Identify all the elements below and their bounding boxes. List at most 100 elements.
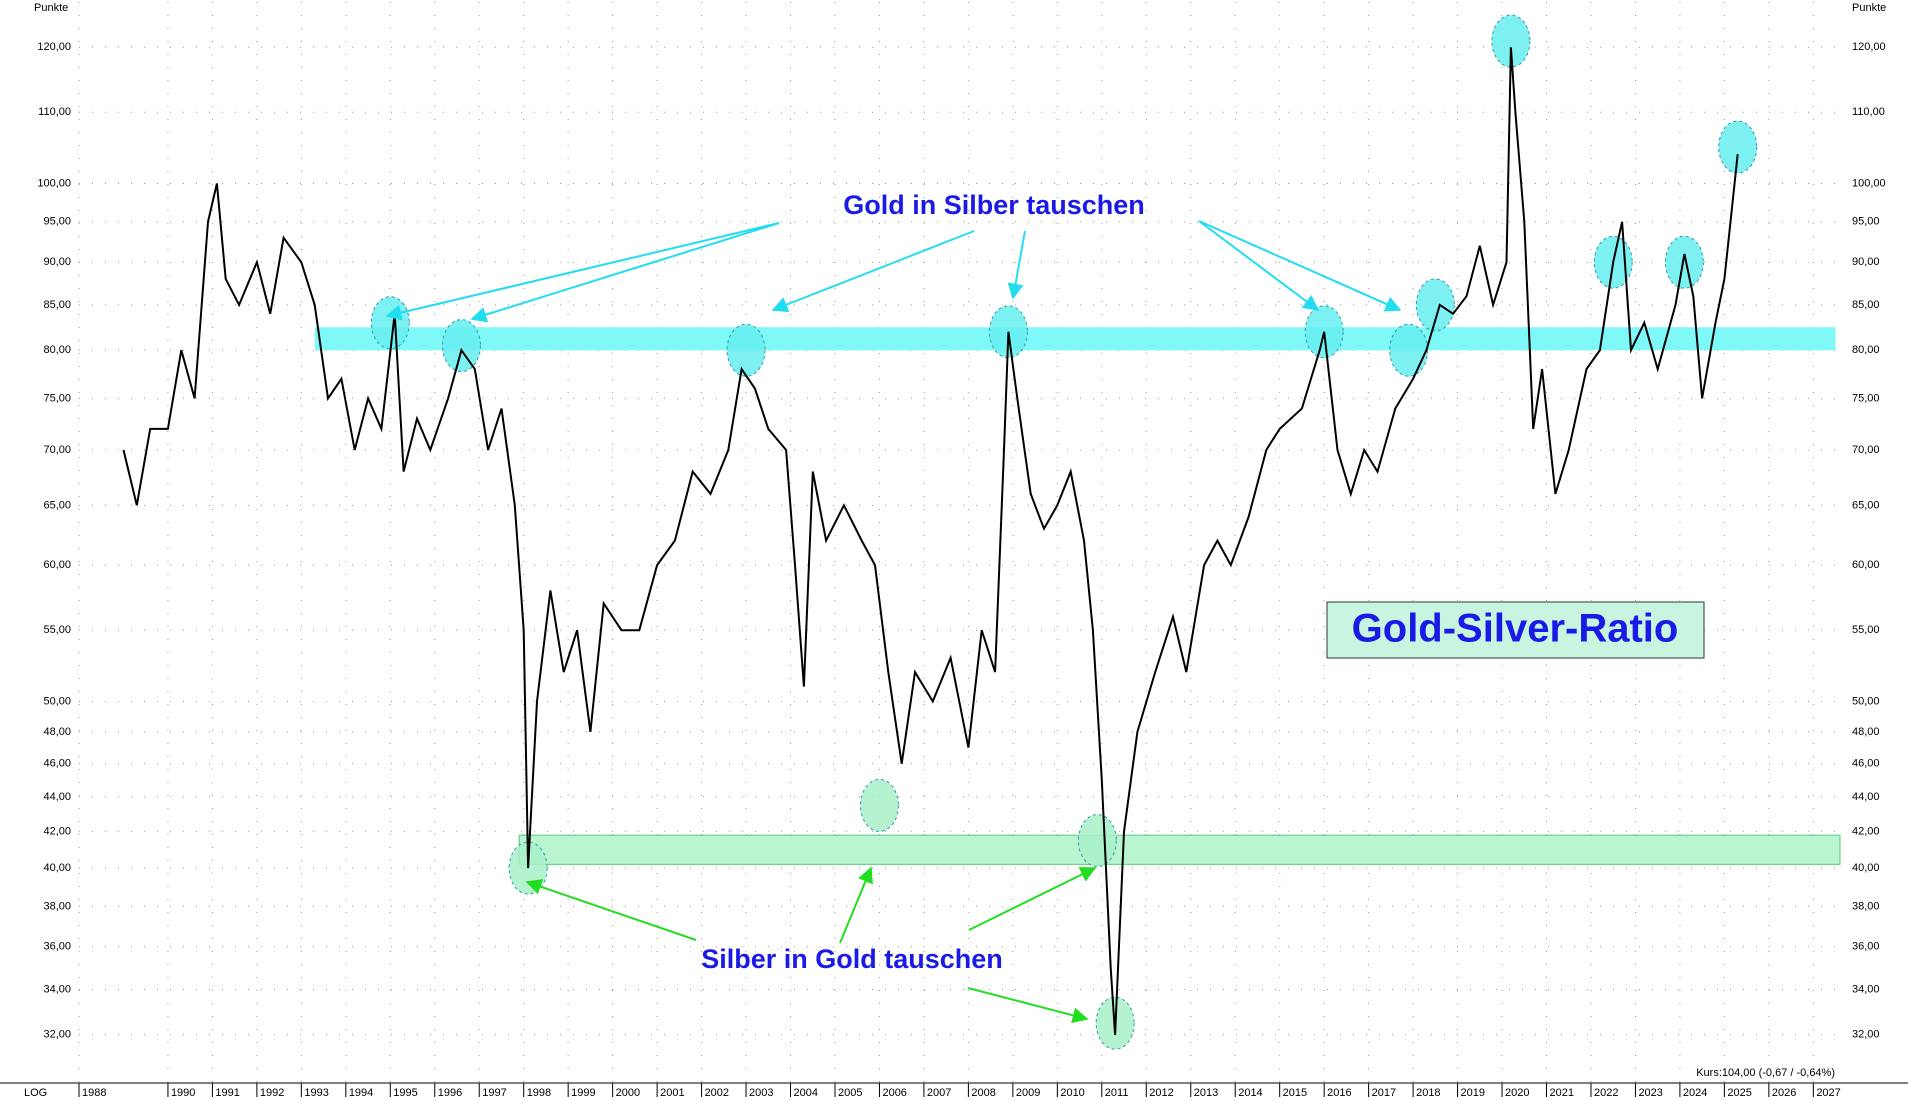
x-tick-label: 1990 [171, 1087, 195, 1099]
x-tick-label: 2010 [1060, 1087, 1084, 1099]
annotation: Gold in Silber tauschen [843, 190, 1145, 220]
x-tick-label: 1992 [260, 1087, 284, 1099]
series-line [122, 47, 1739, 1035]
y-tick-label: 90,00 [43, 256, 71, 268]
x-tick-label: 2023 [1638, 1087, 1662, 1099]
highlight [1415, 278, 1455, 332]
arrow [1198, 220, 1320, 311]
y-tick-label: 55,00 [1852, 624, 1880, 636]
annotation: Silber in Gold tauschen [701, 944, 1003, 974]
x-tick-label: 2024 [1683, 1087, 1707, 1099]
highlight [370, 296, 410, 350]
highlight [726, 323, 766, 377]
highlight [1389, 323, 1429, 377]
y-tick-label: 70,00 [1852, 444, 1880, 456]
y-tick-label: 85,00 [43, 299, 71, 311]
y-tick-label: 32,00 [1852, 1029, 1880, 1041]
y-tick-label: 110,00 [1852, 106, 1885, 118]
y-tick-label: 110,00 [38, 106, 71, 118]
y-tick-label: 75,00 [43, 392, 71, 404]
y-tick-label: 40,00 [1852, 862, 1880, 874]
buy-arrows [525, 866, 1097, 1024]
x-tick-label: 2011 [1105, 1087, 1129, 1099]
x-tick-label: 1995 [393, 1087, 417, 1099]
x-tick-label: 2027 [1816, 1087, 1840, 1099]
x-tick-label: 2016 [1327, 1087, 1351, 1099]
axis-label: Punkte [34, 2, 68, 14]
y-tick-label: 40,00 [43, 862, 71, 874]
arrow [1007, 230, 1026, 300]
arrow [771, 230, 975, 313]
y-tick-label: 70,00 [43, 444, 71, 456]
y-tick-label: 32,00 [43, 1029, 71, 1041]
y-tick-label: 34,00 [43, 983, 71, 995]
x-tick-label: 2014 [1238, 1087, 1262, 1099]
arrow [525, 879, 697, 941]
x-tick-label: 2022 [1594, 1087, 1618, 1099]
x-tick-label: 1994 [349, 1087, 373, 1099]
y-tick-label: 38,00 [1852, 900, 1880, 912]
x-tick-label: 2002 [705, 1087, 729, 1099]
arrow [967, 987, 1089, 1024]
x-tick-label: 2021 [1550, 1087, 1574, 1099]
y-tick-label: 44,00 [1852, 791, 1880, 803]
highlight [1077, 814, 1117, 868]
x-tick-label: 2008 [971, 1087, 995, 1099]
y-tick-label: 55,00 [43, 624, 71, 636]
highlight [441, 319, 481, 373]
scale-label: LOG [24, 1087, 47, 1099]
x-tick-label: 2004 [794, 1087, 818, 1099]
x-tick-label: 2017 [1372, 1087, 1396, 1099]
x-tick-label: 2019 [1461, 1087, 1485, 1099]
x-tick-label: 2020 [1505, 1087, 1529, 1099]
y-tick-label: 48,00 [43, 726, 71, 738]
y-tick-label: 36,00 [43, 941, 71, 953]
x-tick-label: 2025 [1727, 1087, 1751, 1099]
y-tick-label: 48,00 [1852, 726, 1880, 738]
y-tick-label: 90,00 [1852, 256, 1880, 268]
x-tick-label: 2003 [749, 1087, 773, 1099]
y-tick-label: 60,00 [1852, 559, 1880, 571]
y-tick-label: 65,00 [43, 499, 71, 511]
x-tick-label: 2006 [882, 1087, 906, 1099]
y-tick-label: 65,00 [1852, 499, 1880, 511]
y-tick-label: 85,00 [1852, 299, 1880, 311]
y-tick-label: 36,00 [1852, 941, 1880, 953]
highlight [1664, 235, 1704, 289]
y-tick-label: 42,00 [1852, 826, 1880, 838]
arrow [385, 222, 780, 321]
y-tick-label: 120,00 [37, 41, 71, 53]
x-tick-label: 2000 [616, 1087, 640, 1099]
y-tick-label: 38,00 [43, 900, 71, 912]
title-box [1326, 601, 1705, 659]
x-tick-label: 2007 [927, 1087, 951, 1099]
y-tick-label: 80,00 [43, 344, 71, 356]
x-tick-label: 1996 [438, 1087, 462, 1099]
x-tick-label: 2015 [1283, 1087, 1307, 1099]
band [518, 834, 1841, 865]
chart-title: Gold-Silver-Ratio [1352, 607, 1679, 651]
x-tick-label: 2026 [1772, 1087, 1796, 1099]
highlight [1491, 14, 1531, 68]
y-tick-label: 60,00 [43, 559, 71, 571]
y-tick-label: 95,00 [43, 216, 71, 228]
x-tick-label: 2009 [1016, 1087, 1040, 1099]
y-tick-label: 46,00 [43, 758, 71, 770]
y-tick-label: 34,00 [1852, 983, 1880, 995]
y-tick-label: 44,00 [43, 791, 71, 803]
x-tick-label: 2013 [1194, 1087, 1218, 1099]
x-tick-label: 1997 [482, 1087, 506, 1099]
band [314, 327, 1836, 351]
x-tick-label: 2001 [660, 1087, 684, 1099]
y-tick-label: 50,00 [1852, 695, 1880, 707]
highlight [859, 778, 899, 832]
y-tick-label: 46,00 [1852, 758, 1880, 770]
arrow [470, 222, 780, 323]
x-tick-label: 1993 [304, 1087, 328, 1099]
arrow [968, 867, 1097, 931]
x-tick-label: 1991 [215, 1087, 239, 1099]
highlight [1718, 120, 1758, 174]
